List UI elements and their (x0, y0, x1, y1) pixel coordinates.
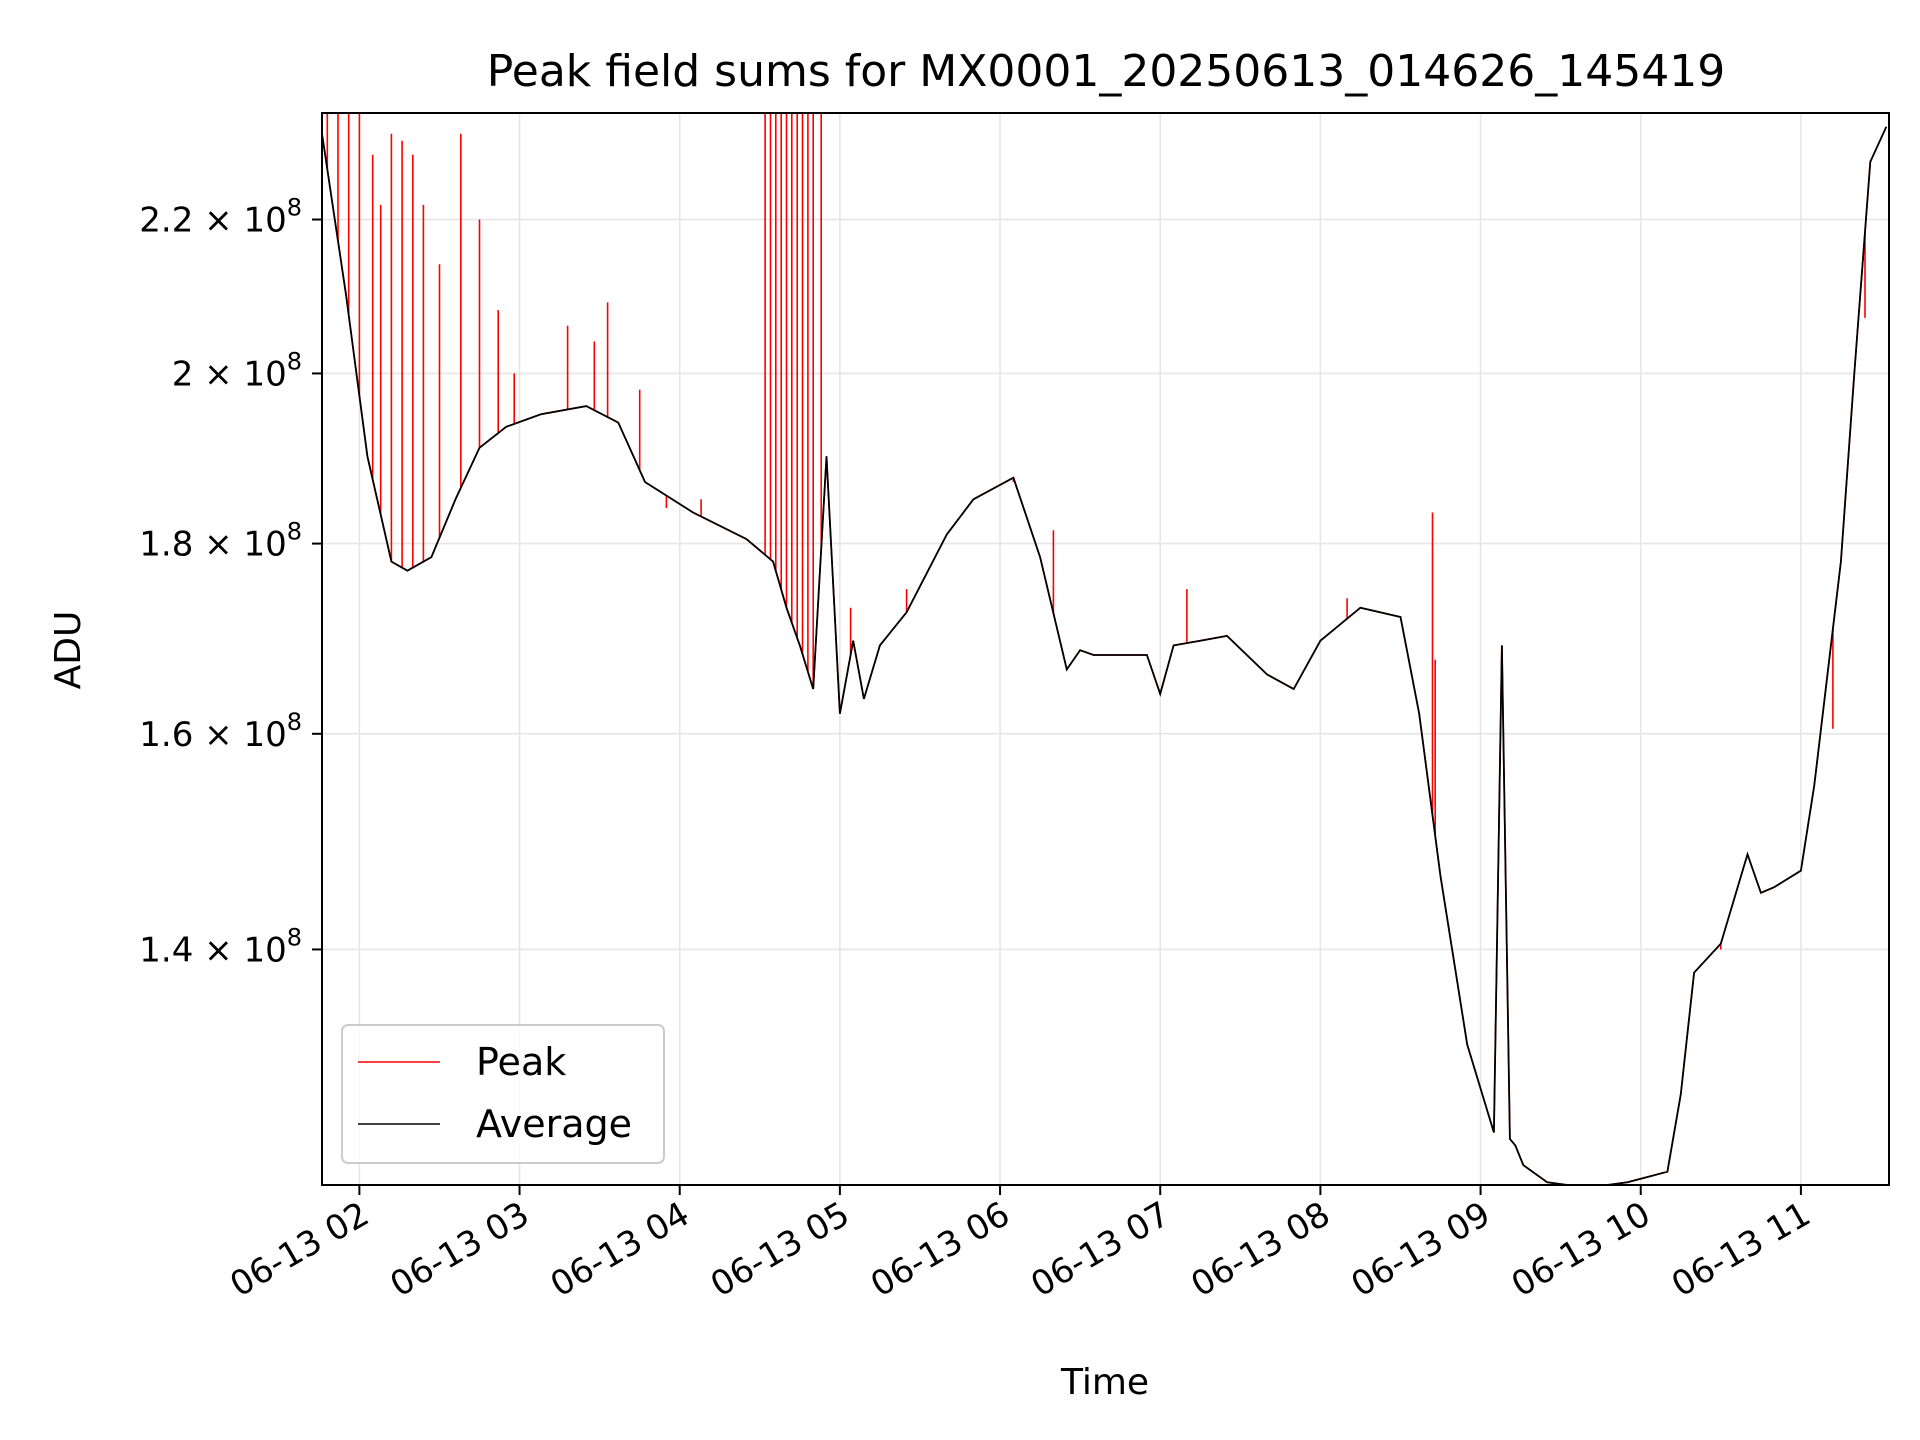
y-tick-label-1: 1.6 × 108 (139, 708, 302, 755)
legend: Peak Average (341, 1024, 665, 1164)
plot-frame (321, 112, 1890, 1186)
legend-label-average: Average (476, 1102, 632, 1146)
grid-lines (322, 113, 1889, 1185)
plot-series (322, 113, 1888, 1185)
y-tick-label-0: 1.4 × 108 (139, 923, 302, 970)
legend-box (341, 1024, 665, 1164)
legend-label-peak: Peak (476, 1040, 566, 1084)
x-axis-label: Time (1060, 1362, 1149, 1403)
y-tick-label-2: 1.8 × 108 (139, 518, 302, 565)
y-tick-label-4: 2.2 × 108 (139, 194, 302, 241)
y-tick-label-3: 2 × 108 (172, 347, 302, 394)
series-line-average (322, 126, 1888, 1185)
y-axis-label: ADU (48, 611, 89, 690)
chart-title: Peak field sums for MX0001_20250613_0146… (487, 46, 1725, 97)
